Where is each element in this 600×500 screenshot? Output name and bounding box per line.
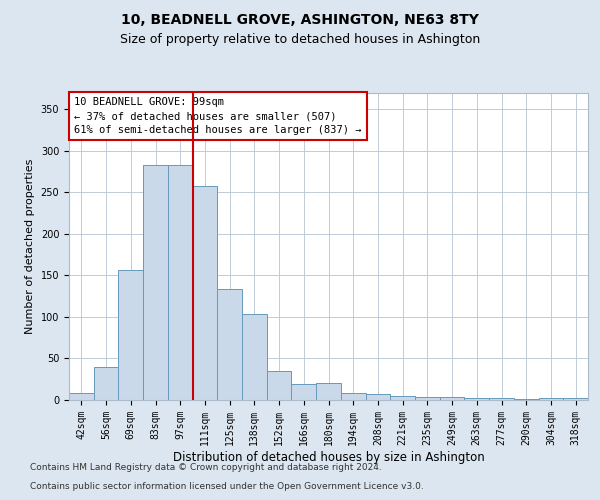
Bar (143, 165, 168, 400)
Bar (168, 165, 193, 400)
Text: Contains public sector information licensed under the Open Government Licence v3: Contains public sector information licen… (30, 482, 424, 491)
Text: 10 BEADNELL GROVE: 99sqm
← 37% of detached houses are smaller (507)
61% of semi-: 10 BEADNELL GROVE: 99sqm ← 37% of detach… (74, 97, 362, 135)
Bar (440, 396, 464, 400)
Bar (316, 384, 341, 400)
Bar (390, 396, 415, 400)
Bar (539, 398, 563, 400)
Bar (217, 290, 242, 400)
Bar (193, 186, 217, 400)
Text: 10, BEADNELL GROVE, ASHINGTON, NE63 8TY: 10, BEADNELL GROVE, ASHINGTON, NE63 8TY (121, 12, 479, 26)
Bar (464, 398, 489, 400)
Bar (341, 394, 365, 400)
Bar (415, 396, 440, 400)
Text: Size of property relative to detached houses in Ashington: Size of property relative to detached ho… (120, 32, 480, 46)
Y-axis label: Number of detached properties: Number of detached properties (25, 158, 35, 334)
X-axis label: Distribution of detached houses by size in Ashington: Distribution of detached houses by size … (173, 450, 484, 464)
Bar (292, 384, 316, 400)
Bar (514, 399, 539, 400)
Bar (69, 394, 94, 400)
Bar (563, 398, 588, 400)
Text: Contains HM Land Registry data © Crown copyright and database right 2024.: Contains HM Land Registry data © Crown c… (30, 464, 382, 472)
Bar (267, 371, 292, 400)
Bar (242, 314, 267, 400)
Bar (365, 394, 390, 400)
Bar (489, 398, 514, 400)
Bar (118, 270, 143, 400)
Bar (94, 367, 118, 400)
